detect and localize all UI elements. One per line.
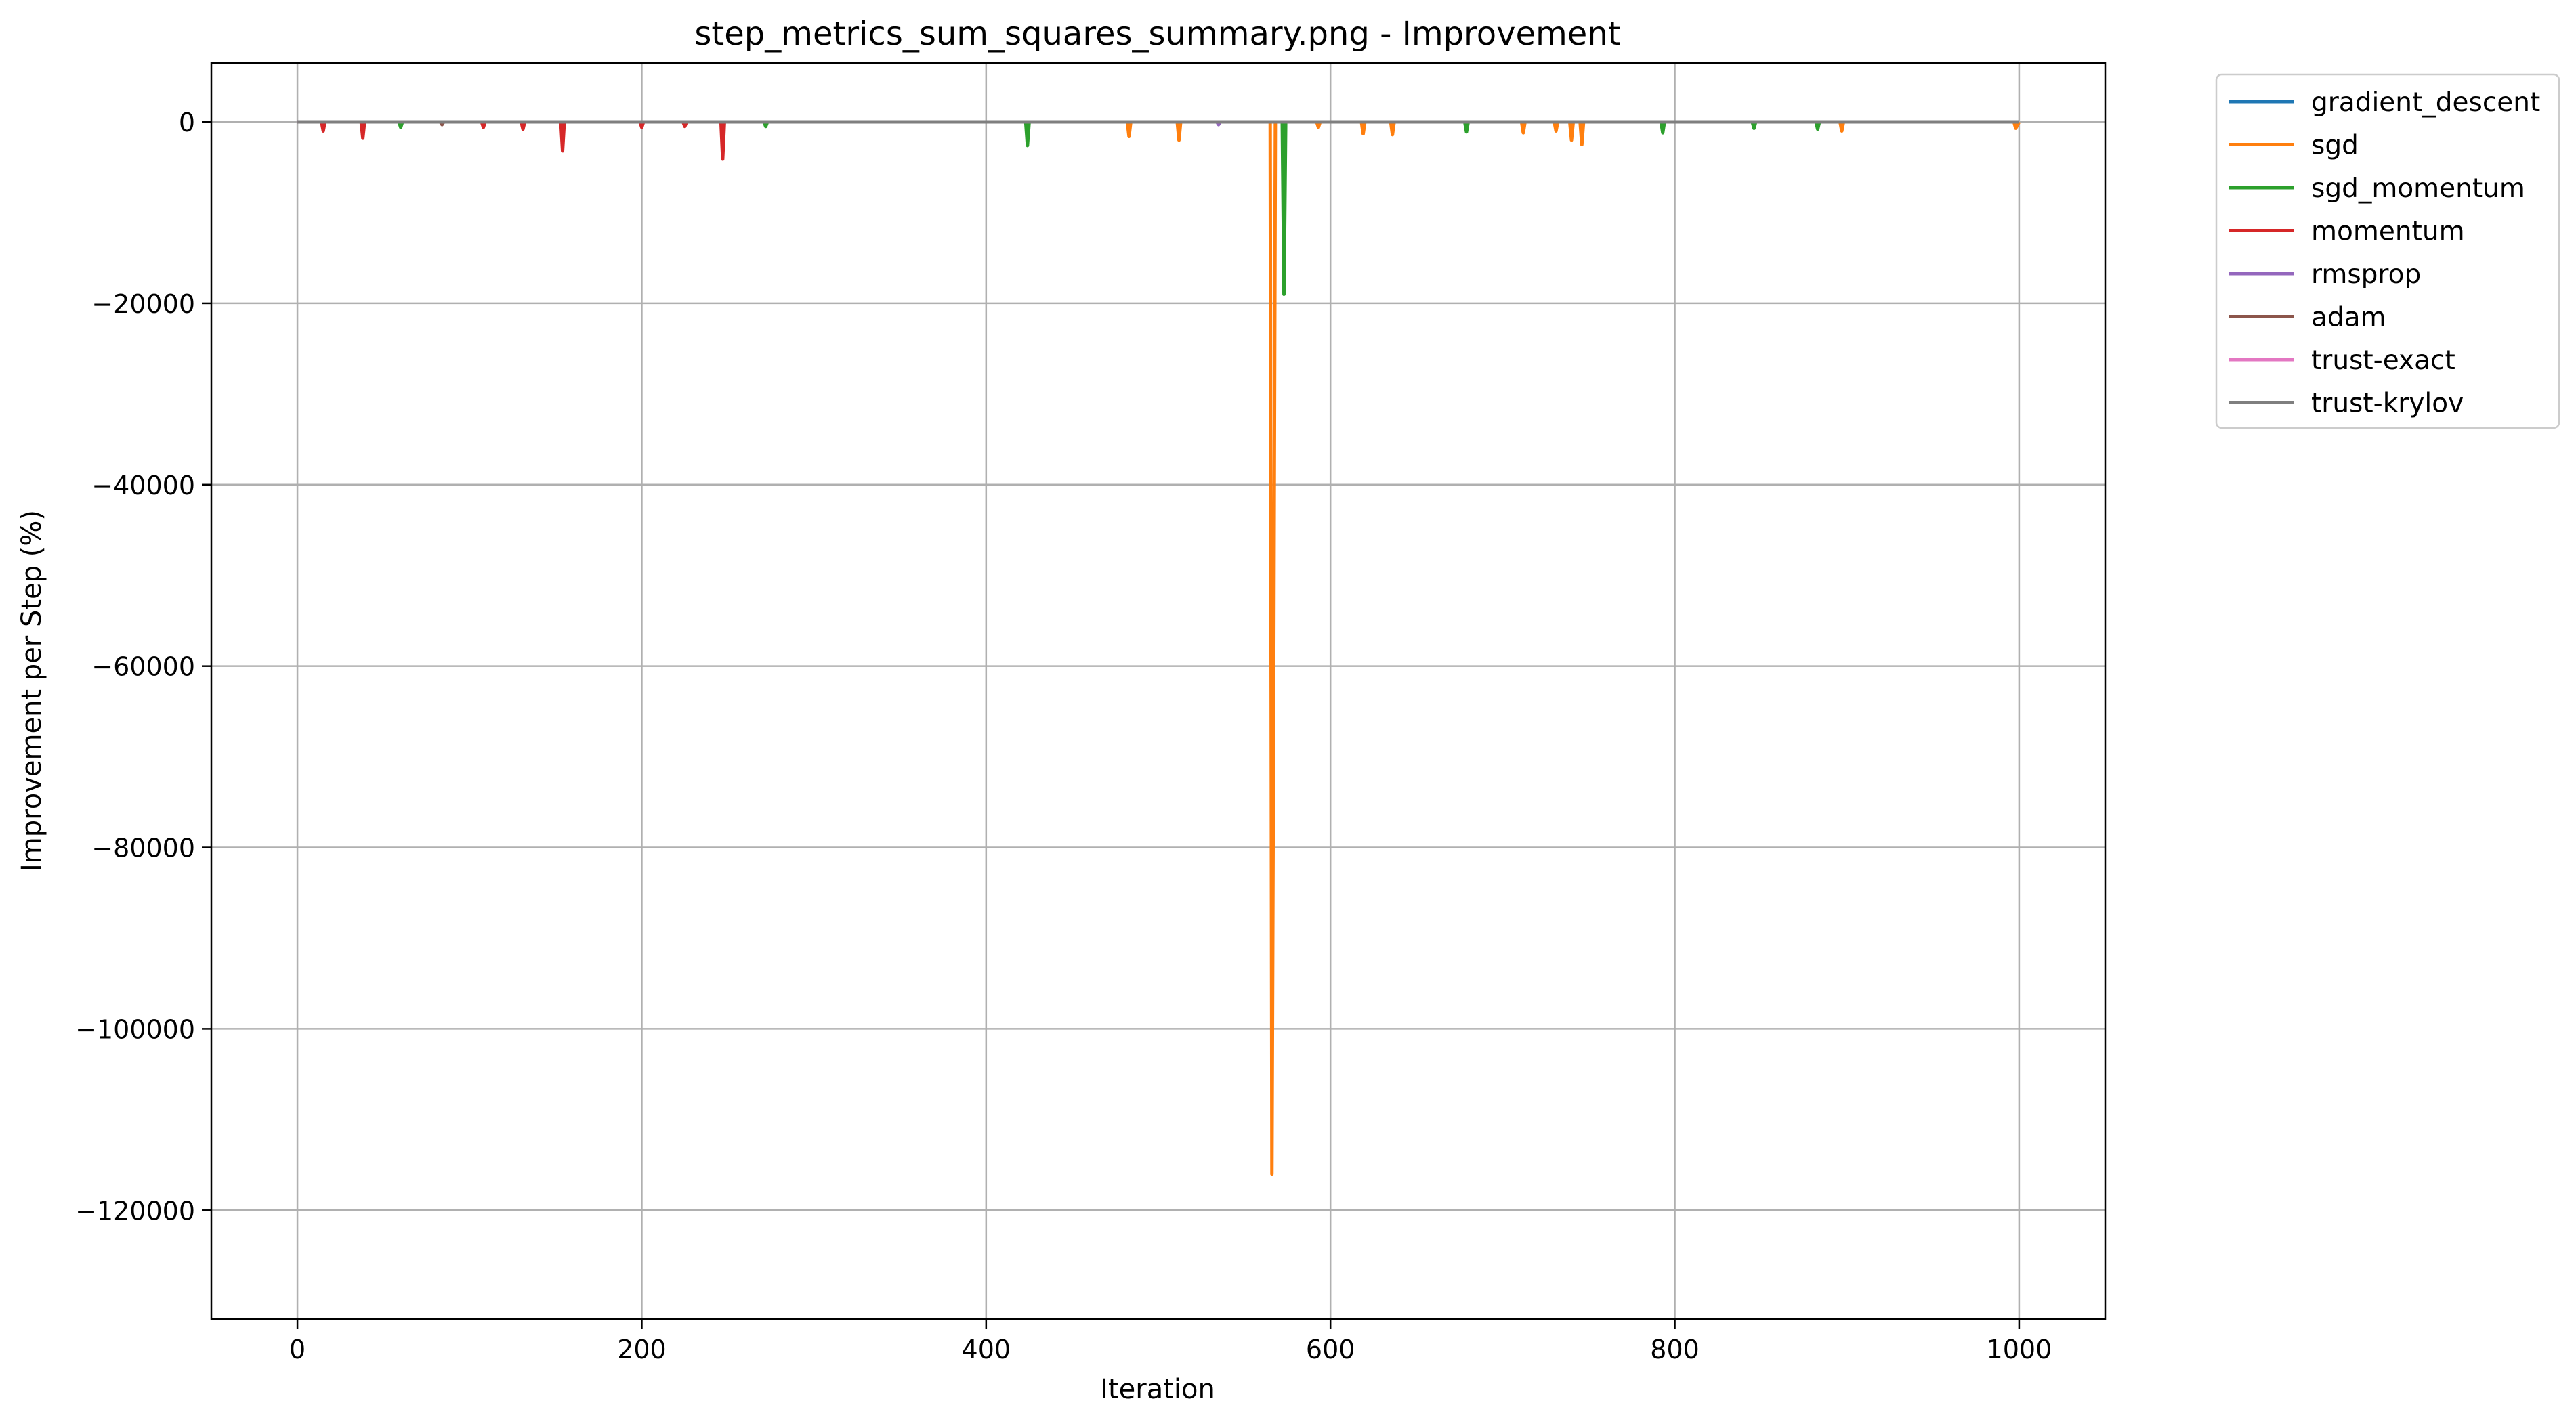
legend-entry-rmsprop[interactable]: rmsprop bbox=[2229, 259, 2421, 290]
legend-label: sgd bbox=[2311, 131, 2359, 161]
legend-label: sgd_momentum bbox=[2311, 173, 2525, 204]
y-tick-label: −100000 bbox=[75, 1014, 195, 1044]
chart-title: step_metrics_sum_squares_summary.png - I… bbox=[694, 15, 1620, 53]
series-lines bbox=[297, 120, 2021, 1176]
grid-lines bbox=[211, 63, 2105, 1319]
legend-entry-trust-exact[interactable]: trust-exact bbox=[2229, 345, 2455, 376]
x-tick-label: 400 bbox=[962, 1335, 1011, 1364]
legend-label: momentum bbox=[2311, 217, 2465, 247]
y-tick-label: −80000 bbox=[91, 834, 195, 863]
y-axis: 0 −20000 −40000 −60000 −80000 −100000 −120000 bbox=[75, 108, 211, 1226]
legend-entry-adam[interactable]: adam bbox=[2229, 303, 2386, 333]
x-tick-label: 1000 bbox=[1987, 1335, 2052, 1364]
y-axis-title: Improvement per Step (%) bbox=[16, 510, 47, 871]
x-tick-label: 600 bbox=[1306, 1335, 1355, 1364]
y-tick-label: −60000 bbox=[91, 652, 195, 682]
legend-entry-momentum[interactable]: momentum bbox=[2229, 217, 2465, 247]
y-tick-label: −20000 bbox=[91, 289, 195, 319]
legend-label: adam bbox=[2311, 303, 2386, 333]
y-tick-label: −120000 bbox=[75, 1196, 195, 1226]
legend-entry-trust-krylov[interactable]: trust-krylov bbox=[2229, 389, 2464, 419]
legend-box bbox=[2215, 73, 2560, 429]
legend-label: trust-exact bbox=[2311, 345, 2455, 376]
y-tick-label: −40000 bbox=[91, 471, 195, 500]
legend-entry-sgd[interactable]: sgd bbox=[2229, 131, 2359, 161]
y-tick-label: 0 bbox=[179, 108, 195, 137]
plot-frame bbox=[210, 62, 2107, 1320]
x-tick-label: 200 bbox=[617, 1335, 667, 1364]
legend-label: gradient_descent bbox=[2311, 87, 2540, 118]
legend-label: trust-krylov bbox=[2311, 389, 2464, 419]
legend-entry-sgd_momentum[interactable]: sgd_momentum bbox=[2229, 173, 2525, 204]
x-axis-title: Iteration bbox=[1100, 1374, 1215, 1405]
x-tick-label: 800 bbox=[1650, 1335, 1699, 1364]
x-axis: 0 200 400 600 800 1000 bbox=[289, 1319, 2052, 1364]
plot-area bbox=[211, 63, 2105, 1319]
x-tick-label: 0 bbox=[289, 1335, 305, 1364]
legend-entry-gradient_descent[interactable]: gradient_descent bbox=[2229, 87, 2540, 118]
legend-label: rmsprop bbox=[2311, 259, 2421, 290]
